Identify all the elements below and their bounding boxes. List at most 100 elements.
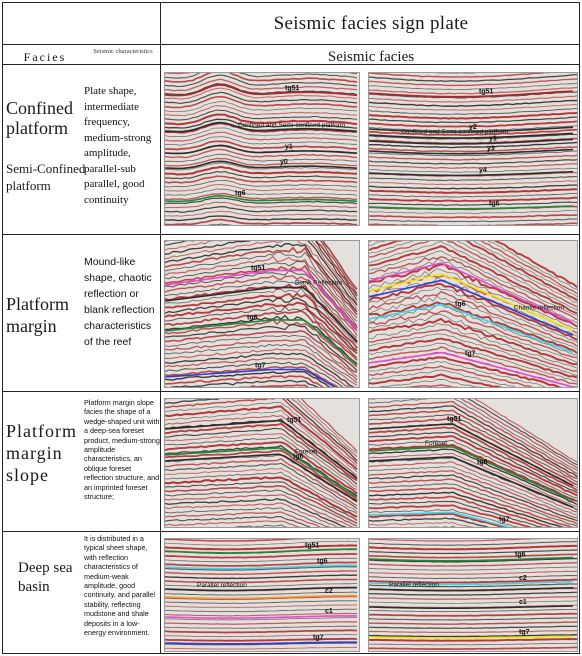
facies-confined: Confined platform xyxy=(6,98,73,138)
rule-text-col xyxy=(160,2,161,654)
horizon-label: tg6 xyxy=(489,201,500,208)
seismic-reflector xyxy=(369,365,538,387)
horizon-label: tg51 xyxy=(287,417,302,424)
characteristics-row1: Plate shape, intermediate frequency, med… xyxy=(84,85,152,206)
horizon-label: tg51 xyxy=(479,88,494,95)
seismic-reflector xyxy=(165,113,358,126)
seismic-reflector xyxy=(165,399,358,462)
seismic-reflector xyxy=(165,574,357,580)
seismic-reflector xyxy=(369,521,475,527)
seismic-image-row2-left: tg51 Blank Reflection tg6 tg7 xyxy=(165,241,359,387)
seismic-reflector xyxy=(165,433,358,488)
interpreted-horizon xyxy=(369,205,574,210)
interpreted-horizon xyxy=(165,641,357,645)
seismic-reflector xyxy=(369,268,577,330)
seismic-reflector xyxy=(165,241,358,304)
seismic-reflector xyxy=(369,218,577,223)
seismic-reflector xyxy=(165,520,302,527)
seismic-reflector xyxy=(369,608,577,613)
seismic-reflector xyxy=(369,544,577,551)
horizon-label: tg7 xyxy=(313,635,324,642)
seismic-reflector xyxy=(165,109,358,121)
seismic-reflector xyxy=(369,461,577,513)
seismic-reflector xyxy=(369,617,577,621)
seismic-reflector xyxy=(165,617,357,621)
seismic-reflector xyxy=(165,274,358,336)
seismic-reflector xyxy=(369,491,565,527)
seismic-reflector xyxy=(165,402,358,467)
plate-title: Seismic facies sign plate xyxy=(273,13,469,34)
horizon-label: c1 xyxy=(325,608,333,615)
seismic-reflector xyxy=(369,369,516,387)
seismic-reflector xyxy=(165,444,358,497)
seismic-reflector xyxy=(369,241,577,298)
seismic-reflector xyxy=(165,476,358,518)
seismic-reflector xyxy=(165,343,358,384)
seismic-reflector xyxy=(369,504,533,527)
seismic-reflector xyxy=(165,127,358,137)
seismic-reflector xyxy=(369,317,577,366)
annotation-label: Foreset xyxy=(295,449,317,456)
interpreted-horizon xyxy=(369,126,574,133)
horizon-label: y4 xyxy=(479,167,487,174)
seismic-reflector xyxy=(165,600,357,604)
seismic-reflector xyxy=(228,384,310,387)
interpreted-horizon xyxy=(165,194,358,203)
seismic-reflector xyxy=(165,566,357,571)
seismic-reflector xyxy=(369,222,577,225)
interpreted-horizon xyxy=(369,148,574,155)
seismic-reflector xyxy=(369,304,577,356)
seismic-reflector xyxy=(369,342,577,382)
seismic-reflector xyxy=(369,591,577,596)
seismic-reflector xyxy=(369,295,577,350)
seismic-reflector xyxy=(369,78,577,87)
horizon-label: tg7 xyxy=(519,629,530,636)
seismic-reflector xyxy=(369,154,577,161)
seismic-reflector xyxy=(165,449,358,501)
horizon-label: c1 xyxy=(519,599,527,606)
seismic-reflector xyxy=(369,495,553,527)
seismic-reflector xyxy=(369,612,577,617)
horizon-label: tg7 xyxy=(255,363,266,370)
seismic-reflector xyxy=(165,215,357,222)
seismic-reflector xyxy=(165,251,358,319)
seismic-reflector xyxy=(165,175,358,184)
interpreted-horizon xyxy=(165,84,358,97)
seismic-reflector xyxy=(165,544,358,551)
interpreted-horizon xyxy=(369,138,574,145)
interpreted-horizon xyxy=(369,262,574,324)
seismic-reflector xyxy=(369,290,577,347)
seismic-reflector xyxy=(165,612,358,617)
seismic-reflector xyxy=(165,270,358,332)
seismic-reflector xyxy=(369,360,546,387)
seismic-reflector xyxy=(369,399,577,471)
seismic-reflector xyxy=(369,630,577,634)
interpreted-horizon xyxy=(369,303,574,354)
seismic-reflector xyxy=(165,287,358,344)
seismic-reflector xyxy=(165,255,358,322)
interpreted-horizon xyxy=(165,453,358,503)
seismic-reflector xyxy=(369,553,577,559)
seismic-reflector xyxy=(369,163,577,169)
interpreted-horizon xyxy=(165,160,358,170)
seismic-reflector xyxy=(369,414,577,483)
interpreted-horizon xyxy=(369,445,574,502)
seismic-reflector xyxy=(165,264,358,329)
seismic-reflector xyxy=(369,241,577,303)
seismic-reflector xyxy=(165,379,319,387)
seismic-reflector xyxy=(369,500,543,527)
rule-under-title xyxy=(2,44,580,45)
seismic-reflector xyxy=(369,323,577,369)
seismic-reflector xyxy=(165,205,358,213)
seismic-reflector xyxy=(369,561,577,567)
seismic-reflector xyxy=(165,427,358,485)
seismic-reflector xyxy=(369,99,577,107)
interpreted-horizon xyxy=(165,586,357,592)
seismic-reflector xyxy=(165,329,358,374)
rule-bottom xyxy=(2,653,580,654)
seismic-reflector xyxy=(377,379,483,387)
seismic-reflector xyxy=(165,557,357,563)
header-seismic-facies: Seismic facies xyxy=(327,49,415,65)
seismic-reflector xyxy=(369,470,577,519)
seismic-reflector xyxy=(165,489,358,527)
